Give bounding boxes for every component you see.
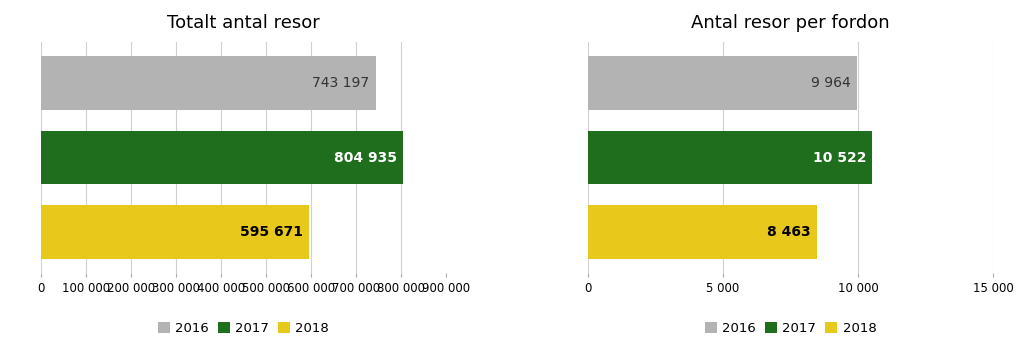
Text: 10 522: 10 522 [813,150,866,164]
Text: 9 964: 9 964 [811,76,851,90]
Bar [41,205,309,259]
Bar [41,56,376,110]
Bar [41,131,403,184]
Text: 743 197: 743 197 [312,76,370,90]
Legend: 2016, 2017, 2018: 2016, 2017, 2018 [699,316,882,340]
Legend: 2016, 2017, 2018: 2016, 2017, 2018 [153,316,335,340]
Text: 595 671: 595 671 [240,225,303,239]
Text: 804 935: 804 935 [334,150,397,164]
Bar [588,56,857,110]
Bar [588,205,817,259]
Bar [588,131,872,184]
Text: 8 463: 8 463 [767,225,811,239]
Title: Totalt antal resor: Totalt antal resor [167,14,319,32]
Title: Antal resor per fordon: Antal resor per fordon [691,14,890,32]
